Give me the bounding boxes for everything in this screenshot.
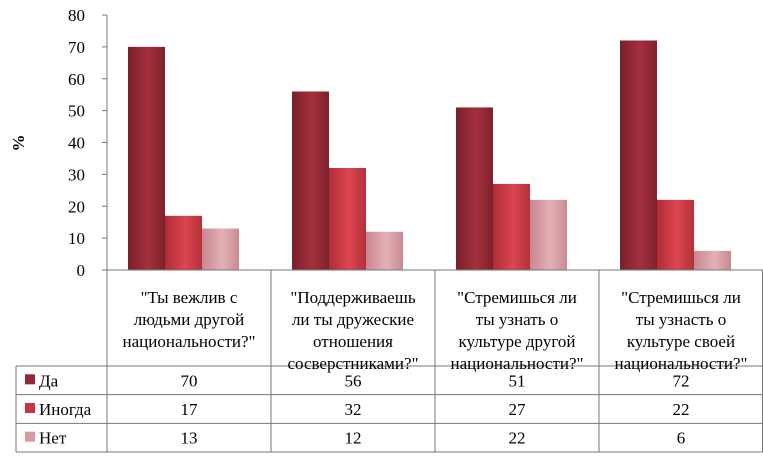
y-tick-label: 30 bbox=[68, 165, 85, 184]
x-category-label: людьми другой bbox=[134, 310, 244, 329]
bar-2-1 bbox=[165, 215, 202, 270]
data-value-label: 6 bbox=[677, 429, 686, 448]
x-category-label: "Стремишься ли bbox=[457, 288, 577, 307]
bar-3-1 bbox=[202, 228, 239, 270]
bar-2-3 bbox=[493, 183, 530, 270]
x-category-label: ли ты дружеские bbox=[292, 310, 414, 329]
data-value-label: 13 bbox=[181, 429, 198, 448]
bar-2-2 bbox=[329, 168, 366, 270]
x-category-label: "Поддерживаешь bbox=[290, 288, 415, 307]
legend-label: Иногда bbox=[39, 400, 92, 419]
data-value-label: 22 bbox=[673, 400, 690, 419]
data-value-label: 12 bbox=[345, 429, 362, 448]
y-tick-label: 40 bbox=[68, 134, 85, 153]
y-axis-label: % bbox=[9, 135, 28, 152]
data-value-label: 56 bbox=[345, 371, 362, 390]
x-category-label: отношения bbox=[313, 332, 393, 351]
bar-3-2 bbox=[366, 231, 403, 270]
y-tick-label: 20 bbox=[68, 197, 85, 216]
bar-1-4 bbox=[620, 40, 657, 270]
y-tick-label: 80 bbox=[68, 6, 85, 25]
legend-label: Нет bbox=[39, 429, 67, 448]
y-tick-label: 50 bbox=[68, 102, 85, 121]
data-value-label: 32 bbox=[345, 400, 362, 419]
bars bbox=[128, 40, 731, 270]
bar-1-1 bbox=[128, 46, 165, 270]
data-value-label: 51 bbox=[509, 371, 526, 390]
x-category-label: национальности?" bbox=[123, 332, 256, 351]
bar-3-3 bbox=[530, 199, 567, 270]
bar-3-4 bbox=[694, 250, 731, 270]
data-value-label: 70 bbox=[181, 371, 198, 390]
x-category-label: национальности?" bbox=[615, 354, 748, 373]
y-tick-label: 0 bbox=[77, 261, 86, 280]
x-category-label: "Ты вежлив с bbox=[141, 288, 238, 307]
legend-label: Да bbox=[39, 371, 59, 390]
axes: 0 10 20 30 40 50 60 70 80 bbox=[68, 6, 108, 280]
data-value-label: 27 bbox=[509, 400, 527, 419]
y-tick-label: 10 bbox=[68, 229, 85, 248]
legend-swatch bbox=[25, 374, 35, 385]
y-tick-label: 60 bbox=[68, 70, 85, 89]
x-category-label: "Стремишься ли bbox=[621, 288, 741, 307]
bar-2-4 bbox=[657, 199, 694, 270]
bar-1-2 bbox=[292, 91, 329, 270]
data-value-label: 72 bbox=[673, 371, 690, 390]
x-category-label: культуре своей bbox=[627, 332, 735, 351]
bar-1-3 bbox=[456, 107, 493, 270]
data-value-label: 22 bbox=[509, 429, 526, 448]
x-category-label: ты узнать о bbox=[476, 310, 558, 329]
legend-swatch bbox=[25, 431, 35, 442]
y-tick-label: 70 bbox=[68, 38, 85, 57]
x-category-label: ты узнасть о bbox=[636, 310, 726, 329]
data-table: "Ты вежлив с людьми другой национальности?… bbox=[15, 269, 763, 453]
legend-swatch bbox=[25, 403, 35, 413]
data-value-label: 17 bbox=[181, 400, 199, 419]
x-category-label: национальности?" bbox=[451, 354, 584, 373]
x-category-label: культуре другой bbox=[459, 332, 576, 351]
x-category-label: сосверстниками?" bbox=[287, 354, 418, 373]
